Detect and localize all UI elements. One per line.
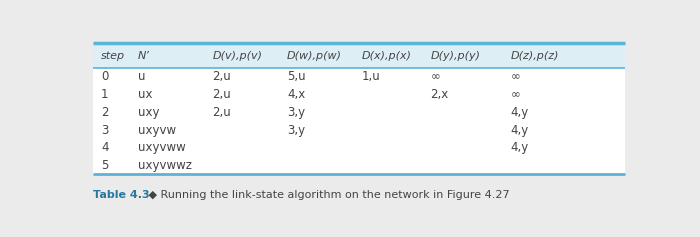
Text: ∞: ∞ <box>510 88 520 101</box>
Text: step: step <box>101 50 125 60</box>
Text: 4,y: 4,y <box>510 123 528 137</box>
Text: ◆ Running the link-state algorithm on the network in Figure 4.27: ◆ Running the link-state algorithm on th… <box>145 190 510 200</box>
Text: 4,y: 4,y <box>510 141 528 154</box>
Text: 2: 2 <box>101 106 108 119</box>
Text: Table 4.3: Table 4.3 <box>93 190 150 200</box>
Text: 0: 0 <box>101 70 108 83</box>
Text: D(z),p(z): D(z),p(z) <box>510 50 559 60</box>
Text: 2,u: 2,u <box>213 106 231 119</box>
Text: uxyvww: uxyvww <box>138 141 186 154</box>
Text: ∞: ∞ <box>430 70 440 83</box>
Text: ux: ux <box>138 88 153 101</box>
Text: 3,y: 3,y <box>287 123 305 137</box>
Text: 2,u: 2,u <box>213 70 231 83</box>
Text: N’: N’ <box>138 50 150 60</box>
Text: D(x),p(x): D(x),p(x) <box>361 50 412 60</box>
Text: uxyvwwz: uxyvwwz <box>138 159 192 172</box>
Text: 5,u: 5,u <box>287 70 306 83</box>
Text: 3,y: 3,y <box>287 106 305 119</box>
Text: uxy: uxy <box>138 106 160 119</box>
Text: u: u <box>138 70 146 83</box>
Text: D(y),p(y): D(y),p(y) <box>430 50 480 60</box>
Text: D(w),p(w): D(w),p(w) <box>287 50 342 60</box>
Text: 4,x: 4,x <box>287 88 305 101</box>
Text: 4,y: 4,y <box>510 106 528 119</box>
Text: D(v),p(v): D(v),p(v) <box>213 50 262 60</box>
Text: 1: 1 <box>101 88 108 101</box>
Text: 1,u: 1,u <box>361 70 380 83</box>
Text: uxyvw: uxyvw <box>138 123 176 137</box>
Text: 2,u: 2,u <box>213 88 231 101</box>
Text: 3: 3 <box>101 123 108 137</box>
Text: ∞: ∞ <box>510 70 520 83</box>
Text: 2,x: 2,x <box>430 88 449 101</box>
Text: 4: 4 <box>101 141 108 154</box>
Text: 5: 5 <box>101 159 108 172</box>
